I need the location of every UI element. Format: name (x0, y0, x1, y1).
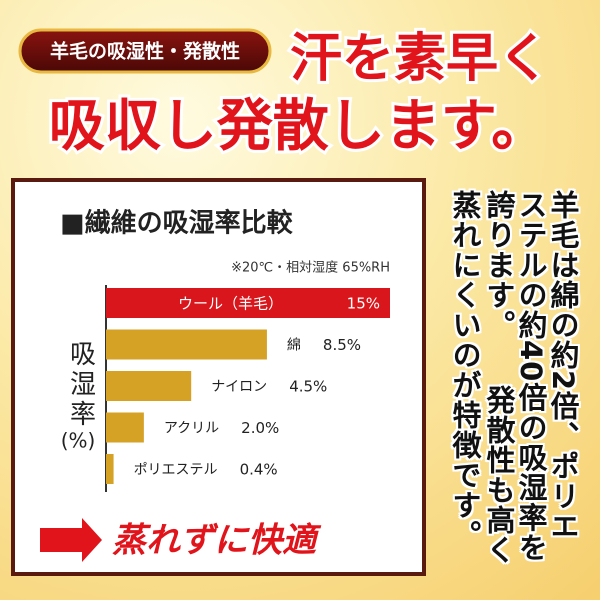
description-line: 羊毛は綿の約2倍、ポリエ (546, 190, 580, 542)
bar (106, 454, 114, 484)
chart-panel (11, 178, 426, 576)
y-unit: (%) (61, 429, 96, 453)
bar-category-label: ウール（羊毛） (178, 295, 283, 313)
bar (106, 329, 267, 360)
value-label: 2.0% (241, 419, 279, 437)
description-line: ステルの約40倍の吸湿率を (514, 190, 548, 563)
arrow (40, 518, 102, 562)
headline: 汗を素早く (290, 29, 550, 89)
bar-category-label: ナイロン (211, 379, 267, 395)
chart-subtitle: ※20℃・相対湿度 65%RH (231, 260, 390, 276)
footer: 蒸れずに快適 (112, 521, 322, 561)
bar (106, 288, 390, 318)
badge: 羊毛の吸湿性・発散性 (50, 40, 240, 63)
description-line: 蒸れにくいのが特徴です。 (448, 190, 482, 550)
bar (106, 371, 192, 401)
description-line: 発散性も高く (482, 385, 516, 565)
description-line: 誇ります。 (482, 190, 516, 340)
bar-category-label: アクリル (164, 421, 219, 437)
bar-category-label: ポリエステル (134, 462, 218, 478)
bar-category-label: 綿 (287, 338, 301, 354)
value-label: 4.5% (289, 378, 327, 396)
y-label: 吸湿率 (66, 340, 96, 430)
value-label: 8.5% (323, 336, 361, 354)
bar (106, 412, 144, 443)
badge-bg (18, 28, 272, 74)
value-label: 0.4% (240, 461, 278, 479)
chart-title: ■繊維の吸湿率比較 (60, 208, 294, 239)
headline: 吸収し発散します。 (49, 94, 547, 159)
value-label: 15% (347, 295, 380, 313)
